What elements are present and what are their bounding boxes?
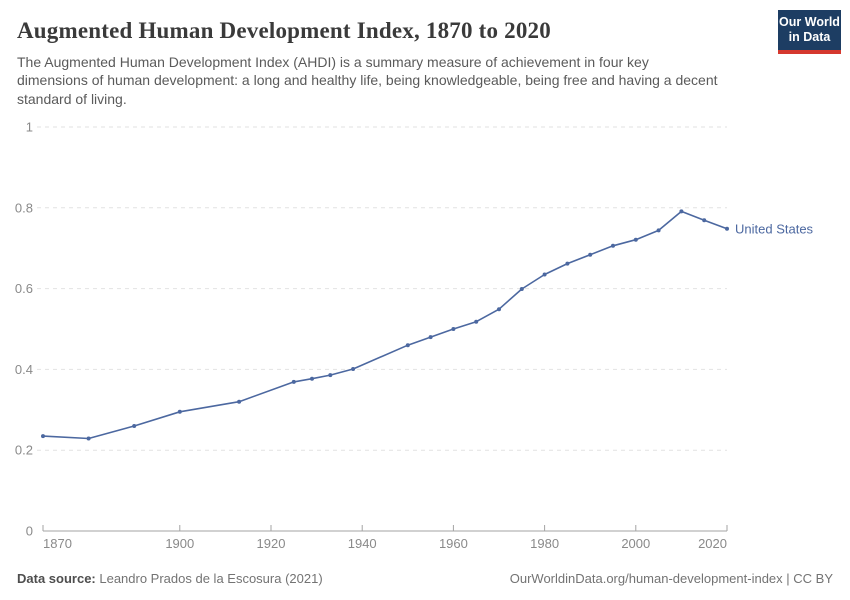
data-point-marker[interactable] (328, 373, 333, 378)
data-point-marker[interactable] (237, 399, 242, 404)
data-point-marker[interactable] (542, 272, 547, 277)
data-point-marker[interactable] (86, 436, 91, 441)
chart-canvas[interactable]: 0 0.2 0.4 0.6 0.8 1 1870 1900 1920 1940 1960 1980 20… (0, 110, 850, 562)
y-tick-label: 1 (26, 120, 33, 135)
data-point-marker[interactable] (132, 424, 137, 428)
owid-logo-line1: Our World (779, 15, 840, 30)
series-label: United States (735, 221, 814, 236)
data-point-marker[interactable] (565, 261, 570, 266)
x-tick-label: 1940 (348, 536, 377, 551)
data-point-marker[interactable] (310, 376, 314, 381)
owid-logo-line2: in Data (788, 30, 831, 44)
data-point-marker[interactable] (588, 252, 593, 257)
attribution-note: OurWorldinData.org/human-development-ind… (510, 571, 833, 586)
data-point-marker[interactable] (405, 343, 410, 348)
x-tick-label: 2020 (698, 536, 727, 551)
data-source-note: Data source: Leandro Prados de la Escosu… (17, 571, 323, 586)
chart-footer: Data source: Leandro Prados de la Escosu… (0, 571, 850, 586)
x-tick-label: 1960 (439, 536, 468, 551)
owid-url-link[interactable]: OurWorldinData.org/human-development-ind… (509, 571, 783, 586)
separator: | (782, 571, 794, 586)
y-tick-label: 0 (26, 524, 33, 539)
data-point-marker[interactable] (291, 379, 296, 384)
data-point-marker[interactable] (497, 307, 501, 312)
owid-logo[interactable]: Our World in Data (778, 10, 841, 54)
page-title: Augmented Human Development Index, 1870 … (17, 18, 551, 43)
y-tick-label: 0.2 (15, 443, 33, 458)
data-point-marker[interactable] (611, 243, 615, 248)
data-source-label: Data source: (17, 571, 96, 586)
license-link[interactable]: CC BY (793, 571, 833, 586)
x-tick-label: 1920 (257, 536, 286, 551)
data-point-marker[interactable] (679, 209, 684, 214)
y-tick-label: 0.4 (15, 362, 33, 377)
x-tick-label: 1980 (530, 536, 559, 551)
data-point-marker[interactable] (725, 226, 729, 231)
x-tick-label: 2000 (621, 536, 650, 551)
chart-subtitle: The Augmented Human Development Index (A… (17, 54, 718, 107)
series-line[interactable] (42, 210, 728, 440)
data-point-marker[interactable] (702, 218, 707, 223)
x-tick-label: 1900 (165, 536, 194, 551)
data-point-marker[interactable] (519, 287, 524, 291)
data-point-marker[interactable] (41, 434, 45, 439)
x-tick-label: 1870 (43, 536, 72, 551)
data-point-marker[interactable] (451, 327, 456, 331)
data-point-marker[interactable] (351, 367, 356, 371)
data-point-marker[interactable] (474, 319, 479, 324)
y-tick-label: 0.6 (15, 281, 33, 296)
data-point-marker[interactable] (428, 335, 433, 340)
chart-header: Augmented Human Development Index, 1870 … (0, 0, 850, 108)
data-point-marker[interactable] (656, 228, 661, 233)
y-tick-label: 0.8 (15, 200, 33, 215)
data-source-value: Leandro Prados de la Escosura (2021) (95, 571, 323, 586)
data-point-marker[interactable] (633, 237, 638, 242)
data-point-marker[interactable] (177, 409, 182, 414)
